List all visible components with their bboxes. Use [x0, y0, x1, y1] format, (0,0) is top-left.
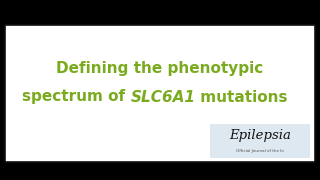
FancyBboxPatch shape: [0, 163, 320, 180]
FancyBboxPatch shape: [5, 25, 315, 162]
Text: Epilepsia: Epilepsia: [229, 129, 291, 143]
FancyBboxPatch shape: [210, 124, 310, 158]
Text: SLC6A1: SLC6A1: [131, 89, 196, 105]
Text: Defining the phenotypic: Defining the phenotypic: [56, 60, 264, 75]
Text: Official Journal of the In: Official Journal of the In: [236, 149, 284, 153]
FancyBboxPatch shape: [0, 0, 320, 25]
Text: spectrum of: spectrum of: [22, 89, 131, 105]
Text: mutations: mutations: [196, 89, 288, 105]
